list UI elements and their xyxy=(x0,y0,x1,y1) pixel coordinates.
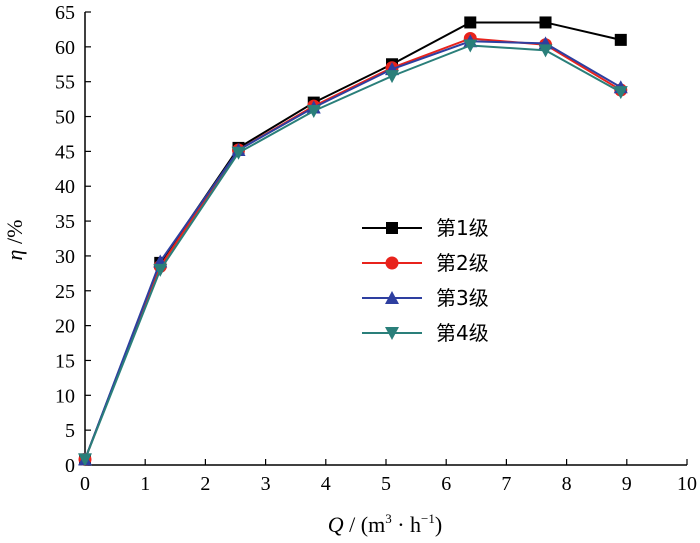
y-tick-label: 35 xyxy=(55,211,75,233)
legend-marker xyxy=(386,222,398,234)
x-tick-label: 10 xyxy=(677,473,697,495)
legend-item: 第3级 xyxy=(362,286,489,310)
data-point xyxy=(306,104,321,118)
legend-item: 第1级 xyxy=(362,216,489,240)
y-axis-title: η /% xyxy=(2,220,27,261)
legend-label: 第4级 xyxy=(436,321,489,345)
y-tick-label: 5 xyxy=(65,420,75,442)
series-4 xyxy=(78,39,628,467)
legend-marker xyxy=(385,256,399,270)
x-tick-label: 5 xyxy=(381,473,391,495)
data-point xyxy=(78,453,92,467)
y-tick-label: 60 xyxy=(55,37,75,59)
data-point xyxy=(464,16,477,29)
legend-label: 第1级 xyxy=(436,216,489,240)
y-tick-label: 45 xyxy=(55,141,75,163)
data-point xyxy=(613,86,628,100)
y-tick-label: 25 xyxy=(55,281,75,303)
data-point xyxy=(463,39,478,53)
data-point xyxy=(385,70,400,84)
legend-marker xyxy=(385,327,399,340)
legend-item: 第2级 xyxy=(362,251,489,275)
x-tick-label: 9 xyxy=(622,473,632,495)
x-tick-label: 8 xyxy=(562,473,572,495)
y-tick-label: 65 xyxy=(55,2,75,24)
x-tick-label: 2 xyxy=(200,473,210,495)
y-tick-label: 30 xyxy=(55,246,75,268)
series-line xyxy=(84,40,622,460)
data-point xyxy=(153,263,168,277)
x-tick-label: 7 xyxy=(501,473,511,495)
y-tick-label: 15 xyxy=(55,350,75,372)
series-line xyxy=(84,37,622,460)
x-axis-title: Q / (m3 · h−1) xyxy=(328,511,442,537)
y-tick-label: 20 xyxy=(55,316,75,338)
data-point xyxy=(539,16,552,29)
legend-marker xyxy=(385,291,399,304)
legend-label: 第2级 xyxy=(436,251,489,275)
series-line xyxy=(84,44,622,460)
legend-label: 第3级 xyxy=(436,286,489,310)
data-point xyxy=(614,33,627,46)
series-2 xyxy=(78,31,628,466)
series-1 xyxy=(79,16,627,466)
x-tick-label: 4 xyxy=(321,473,331,495)
data-point xyxy=(231,146,246,160)
x-tick-label: 1 xyxy=(140,473,150,495)
y-tick-label: 55 xyxy=(55,72,75,94)
data-point xyxy=(538,44,553,58)
y-tick-label: 10 xyxy=(55,385,75,407)
legend-item: 第4级 xyxy=(362,321,489,345)
x-tick-label: 3 xyxy=(261,473,271,495)
x-tick-label: 0 xyxy=(80,473,90,495)
y-tick-label: 40 xyxy=(55,176,75,198)
y-tick-label: 50 xyxy=(55,107,75,129)
y-tick-label: 0 xyxy=(65,455,75,477)
series-3 xyxy=(78,34,628,466)
series-layer xyxy=(78,16,628,467)
x-tick-label: 6 xyxy=(441,473,451,495)
